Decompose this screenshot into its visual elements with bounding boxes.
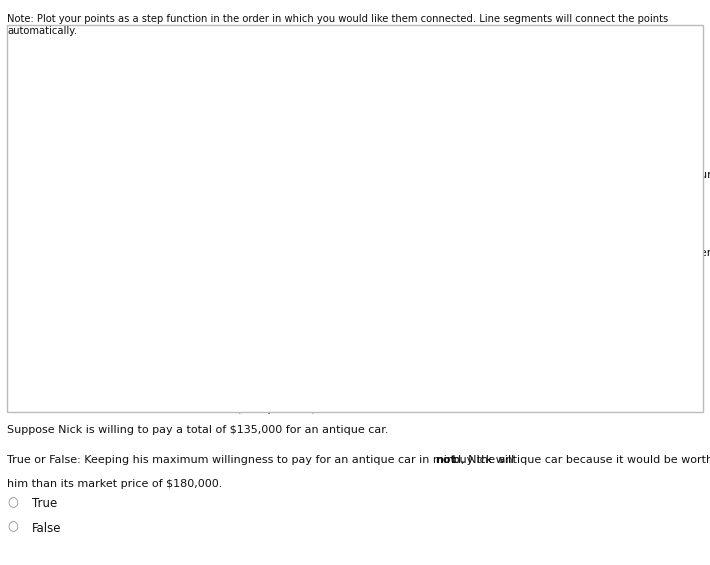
Text: Suppose Nick is willing to pay a total of $135,000 for an antique car.: Suppose Nick is willing to pay a total o… — [7, 425, 388, 435]
Bar — [463, 161, 586, 189]
Text: buy the antique car because it would be worth less to: buy the antique car because it would be … — [449, 455, 710, 465]
Text: ○: ○ — [7, 520, 18, 533]
Y-axis label: PRICE (Thousands of dollars): PRICE (Thousands of dollars) — [27, 139, 37, 299]
Text: him than its market price of $180,000.: him than its market price of $180,000. — [7, 479, 222, 489]
Circle shape — [637, 28, 672, 56]
Text: ○: ○ — [7, 496, 18, 509]
Text: ?: ? — [651, 35, 658, 49]
Text: Latasha's Consumer Surplus: Latasha's Consumer Surplus — [598, 247, 710, 258]
Text: not: not — [435, 455, 456, 465]
Text: Market Price: Market Price — [240, 203, 305, 214]
Text: Demand Curve: Demand Curve — [598, 96, 682, 106]
X-axis label: QUANTITY (Antique cars): QUANTITY (Antique cars) — [178, 404, 316, 414]
Text: True or False: Keeping his maximum willingness to pay for an antique car in mind: True or False: Keeping his maximum willi… — [7, 455, 518, 465]
Text: Note: Plot your points as a step function in the order in which you would like t: Note: Plot your points as a step functio… — [7, 14, 668, 36]
Text: True: True — [32, 497, 58, 511]
Text: Jake's Consumer Surplus: Jake's Consumer Surplus — [598, 170, 710, 180]
Text: False: False — [32, 521, 62, 535]
Bar — [463, 238, 586, 267]
